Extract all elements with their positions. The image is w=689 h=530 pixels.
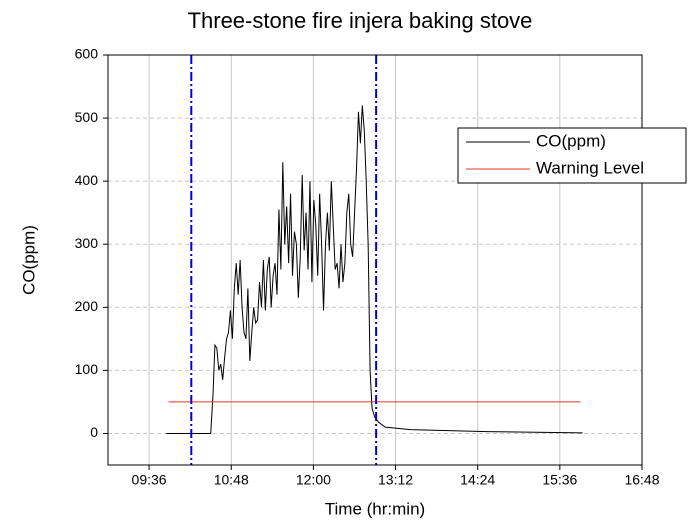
- legend-label: CO(ppm): [536, 131, 606, 150]
- y-tick-label: 0: [90, 424, 98, 440]
- x-tick-label: 14:24: [460, 472, 495, 488]
- x-tick-label: 09:36: [132, 472, 167, 488]
- y-tick-label: 600: [75, 46, 99, 62]
- y-tick-label: 500: [75, 109, 99, 125]
- series-line: [166, 105, 583, 434]
- y-axis-label: CO(ppm): [19, 225, 38, 295]
- x-tick-label: 12:00: [296, 472, 331, 488]
- x-axis-label: Time (hr:min): [325, 499, 425, 518]
- legend-label: Warning Level: [536, 158, 644, 177]
- y-tick-label: 100: [75, 361, 99, 377]
- legend-box: [457, 127, 687, 184]
- y-tick-label: 200: [75, 298, 99, 314]
- y-tick-label: 300: [75, 235, 99, 251]
- x-tick-label: 15:36: [542, 472, 577, 488]
- y-tick-label: 400: [75, 172, 99, 188]
- plot-frame: [107, 54, 643, 466]
- grid: [108, 54, 643, 465]
- chart-title: Three-stone fire injera baking stove: [188, 8, 533, 33]
- x-tick-label: 16:48: [624, 472, 659, 488]
- plot: [166, 55, 583, 465]
- x-tick-label: 10:48: [214, 472, 249, 488]
- x-tick-label: 13:12: [378, 472, 413, 488]
